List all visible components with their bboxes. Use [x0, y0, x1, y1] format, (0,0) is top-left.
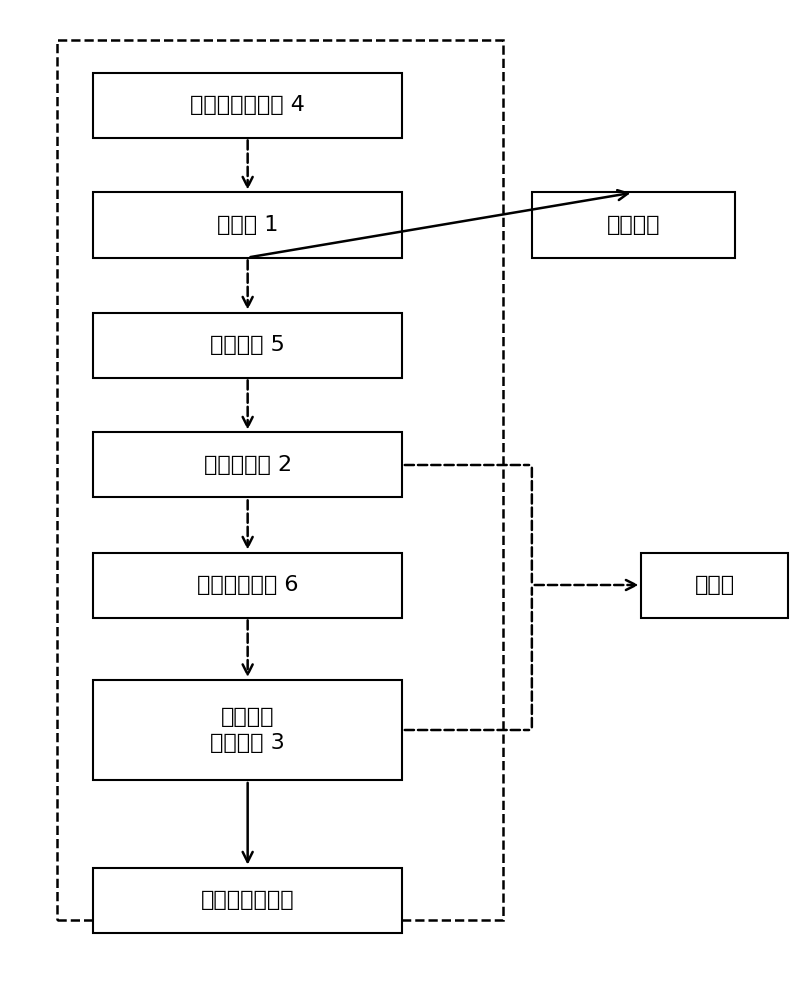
FancyBboxPatch shape: [93, 73, 401, 137]
Text: 膜处理系统 2: 膜处理系统 2: [204, 455, 291, 475]
Text: 反渗透浓水池 6: 反渗透浓水池 6: [196, 575, 298, 595]
FancyBboxPatch shape: [93, 312, 401, 377]
Text: 结晶盐综合利用: 结晶盐综合利用: [200, 890, 294, 910]
FancyBboxPatch shape: [93, 192, 401, 257]
FancyBboxPatch shape: [641, 552, 787, 618]
Text: 气浮池 1: 气浮池 1: [217, 215, 278, 235]
FancyBboxPatch shape: [93, 867, 401, 932]
Text: 浮渣过滤: 浮渣过滤: [606, 215, 659, 235]
Text: 三效蒸发
脱盐系统 3: 三效蒸发 脱盐系统 3: [210, 707, 285, 753]
FancyBboxPatch shape: [531, 192, 734, 257]
Text: 清水池: 清水池: [693, 575, 734, 595]
FancyBboxPatch shape: [93, 432, 401, 497]
Text: 衍生废水调节池 4: 衍生废水调节池 4: [190, 95, 305, 115]
Text: 中间水池 5: 中间水池 5: [210, 335, 285, 355]
FancyBboxPatch shape: [93, 552, 401, 618]
FancyBboxPatch shape: [93, 680, 401, 780]
